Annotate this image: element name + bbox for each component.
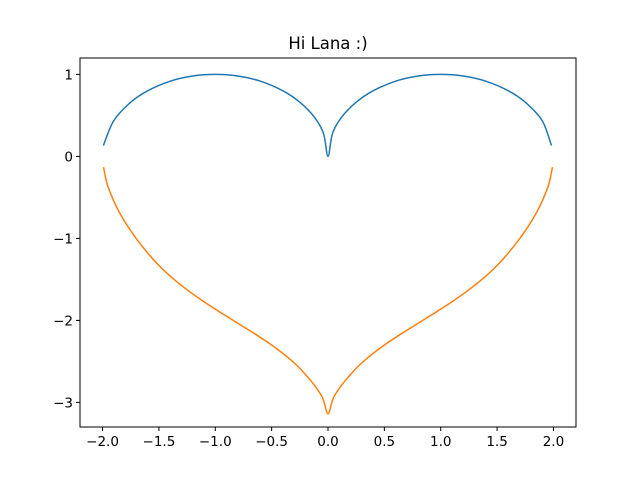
series-line-1 — [102, 73, 553, 158]
x-tick-label: 0.5 — [374, 434, 395, 450]
x-tick-label: 0.0 — [317, 434, 338, 450]
y-tick-label: −2 — [53, 313, 73, 329]
x-tick-label: 2.0 — [543, 434, 564, 450]
y-tick-label: 0 — [64, 149, 73, 165]
y-axis: 1 0 −1 −2 −3 — [53, 67, 80, 411]
y-tick-label: −1 — [53, 231, 73, 247]
x-tick-label: −0.5 — [255, 434, 288, 450]
chart-title: Hi Lana :) — [288, 34, 367, 53]
x-tick-label: −1.0 — [199, 434, 232, 450]
y-tick-label: 1 — [64, 67, 73, 83]
x-tick-label: −1.5 — [143, 434, 176, 450]
plot-area — [102, 73, 554, 415]
series-line-2 — [102, 167, 554, 415]
y-tick-label: −3 — [53, 395, 73, 411]
x-tick-label: −2.0 — [86, 434, 119, 450]
x-axis: −2.0 −1.5 −1.0 −0.5 0.0 0.5 1.0 1.5 2.0 — [86, 427, 564, 450]
x-tick-label: 1.5 — [486, 434, 507, 450]
x-tick-label: 1.0 — [430, 434, 451, 450]
